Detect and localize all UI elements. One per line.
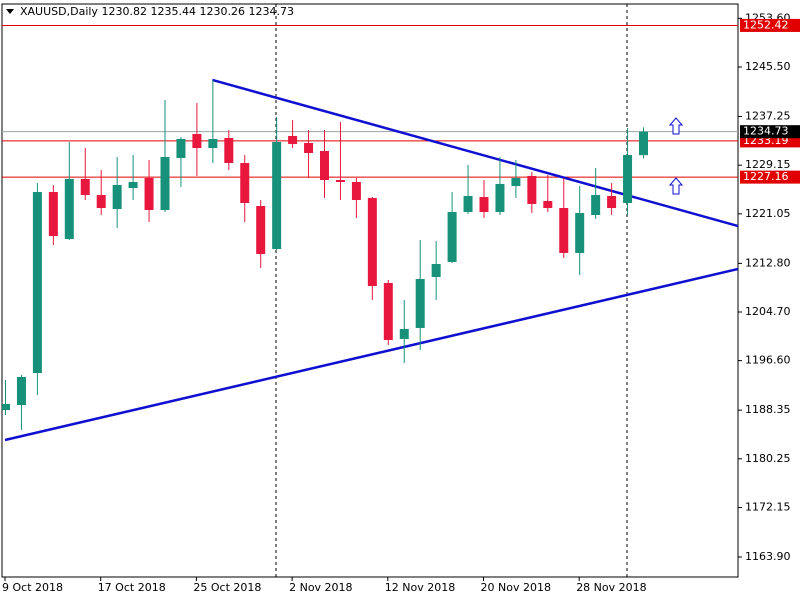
candle-body — [607, 195, 617, 208]
candle-body — [431, 264, 441, 277]
candle-body — [559, 207, 569, 253]
plot-area — [2, 24, 738, 442]
candle-body — [208, 138, 218, 149]
candle-body — [224, 137, 234, 164]
x-tick-label: 25 Oct 2018 — [193, 581, 261, 594]
y-tick-label: 1163.90 — [745, 550, 791, 563]
x-tick-label: 20 Nov 2018 — [481, 581, 551, 594]
y-tick-label: 1196.60 — [745, 354, 791, 367]
candle-body — [591, 195, 601, 216]
header-low: 1230.26 — [199, 5, 245, 18]
candle-body — [176, 138, 186, 158]
trendline — [212, 78, 738, 228]
trendline — [4, 267, 738, 442]
candle-body — [367, 198, 377, 286]
candle-body — [160, 157, 170, 210]
y-tick-label: 1212.80 — [745, 256, 791, 269]
header-open: 1230.82 — [101, 5, 147, 18]
candle-body — [527, 175, 537, 204]
x-tick-label: 9 Oct 2018 — [2, 581, 63, 594]
candle-body — [96, 195, 106, 208]
level-label: 1227.16 — [743, 170, 789, 183]
candle-body — [144, 177, 154, 210]
candle-body — [447, 212, 457, 262]
candle-body — [304, 143, 314, 153]
x-tick-label: 28 Nov 2018 — [576, 581, 646, 594]
symbol-menu-icon[interactable] — [6, 9, 14, 14]
x-tick-label: 2 Nov 2018 — [289, 581, 352, 594]
y-tick-label: 1229.15 — [745, 158, 791, 171]
level-tag — [740, 170, 800, 184]
candle-body — [192, 134, 202, 149]
candle-body — [128, 181, 138, 188]
header-close: 1234.73 — [248, 5, 294, 18]
buy-arrow — [668, 177, 684, 195]
candle-body — [399, 328, 409, 340]
x-tick-label: 12 Nov 2018 — [385, 581, 455, 594]
candle-body — [16, 376, 26, 406]
y-tick-label: 1180.25 — [745, 452, 791, 465]
y-tick-label: 1204.70 — [745, 305, 791, 318]
y-tick-label: 1188.35 — [745, 403, 791, 416]
candle-body — [463, 195, 473, 213]
header-high: 1235.44 — [150, 5, 196, 18]
candle-body — [256, 206, 266, 254]
price-tag — [740, 125, 800, 139]
candle-body — [495, 183, 505, 213]
candle-body — [272, 141, 282, 250]
candle-body — [543, 200, 553, 208]
candle-body — [639, 131, 648, 156]
symbol: XAUUSD,Daily — [20, 5, 98, 18]
level-label: 1252.42 — [743, 18, 789, 31]
candle-body — [32, 192, 42, 374]
candle-body — [48, 192, 58, 236]
plot-frame — [1, 3, 739, 578]
candle-body — [351, 181, 361, 201]
candle-body — [415, 278, 425, 328]
candle-body — [383, 282, 393, 340]
level-tag — [740, 18, 800, 32]
candle-body — [240, 163, 250, 204]
candle-body — [511, 177, 521, 187]
candle-body — [112, 184, 122, 210]
candle-body — [2, 403, 10, 411]
candle-body — [575, 212, 585, 253]
candle-body — [288, 135, 298, 144]
candle-body — [335, 180, 345, 182]
buy-arrow — [668, 117, 684, 135]
y-tick-label: 1172.15 — [745, 500, 791, 513]
y-tick-label: 1221.05 — [745, 207, 791, 220]
x-tick-label: 17 Oct 2018 — [98, 581, 166, 594]
y-tick-label: 1245.50 — [745, 60, 791, 73]
candle-body — [64, 178, 74, 239]
y-tick-label: 1237.25 — [745, 110, 791, 123]
chart-header: XAUUSD,Daily 1230.82 1235.44 1230.26 123… — [20, 5, 294, 18]
candle-body — [479, 197, 489, 213]
price-label: 1234.73 — [743, 125, 789, 138]
candle-body — [320, 151, 329, 181]
candle-body — [623, 154, 633, 204]
candle-body — [80, 178, 90, 196]
